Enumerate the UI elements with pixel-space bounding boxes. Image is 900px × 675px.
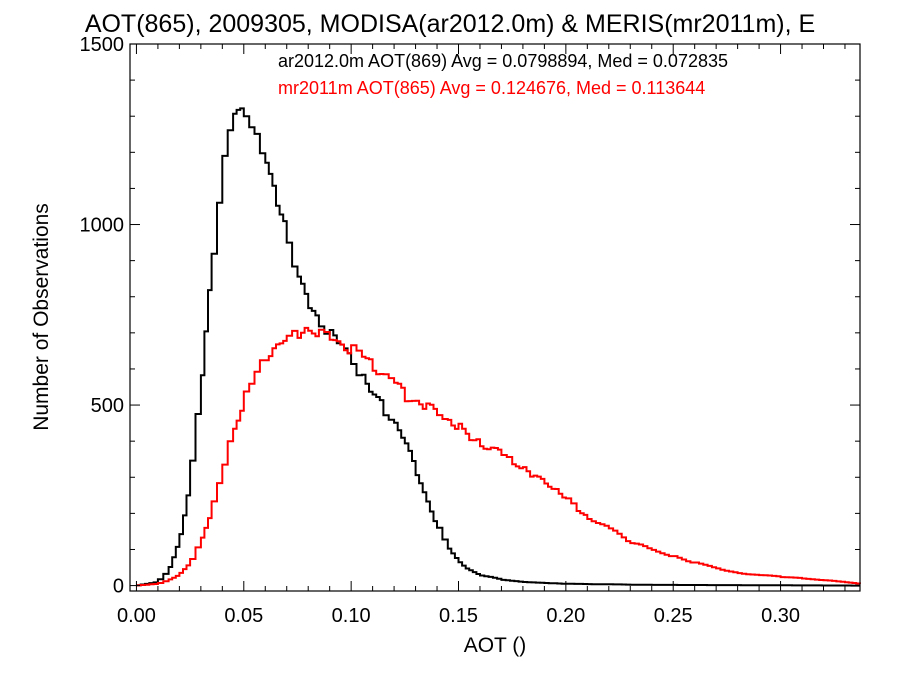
y-tick-label: 1500 xyxy=(80,34,125,56)
series-line-2 xyxy=(136,326,861,587)
y-axis-label: Number of Observations xyxy=(30,203,53,431)
x-tick-label: 0.05 xyxy=(224,605,263,627)
legend-entry-series-1: ar2012.0m AOT(869) Avg = 0.0798894, Med … xyxy=(278,51,728,71)
ticks-layer: 0.00 0.05 0.10 0.15 0.20 0.25 0.30 0 500 1000 1500 xyxy=(80,34,860,627)
x-tick-label: 0.30 xyxy=(761,605,800,627)
series-line-1 xyxy=(136,107,860,587)
plot-frame xyxy=(129,43,861,592)
x-tick-label: 0.10 xyxy=(332,605,371,627)
x-axis-label: AOT () xyxy=(464,634,527,657)
series-layer xyxy=(136,107,861,587)
chart-title: AOT(865), 2009305, MODISA(ar2012.0m) & M… xyxy=(85,10,815,38)
x-tick-label: 0.00 xyxy=(117,605,156,627)
y-tick-label: 1000 xyxy=(80,215,125,237)
legend-entry-series-2: mr2011m AOT(865) Avg = 0.124676, Med = 0… xyxy=(278,78,705,98)
y-tick-label: 0 xyxy=(113,576,124,598)
x-tick-label: 0.20 xyxy=(546,605,585,627)
x-tick-label: 0.15 xyxy=(439,605,478,627)
y-tick-label: 500 xyxy=(91,395,124,417)
x-tick-label: 0.25 xyxy=(654,605,693,627)
